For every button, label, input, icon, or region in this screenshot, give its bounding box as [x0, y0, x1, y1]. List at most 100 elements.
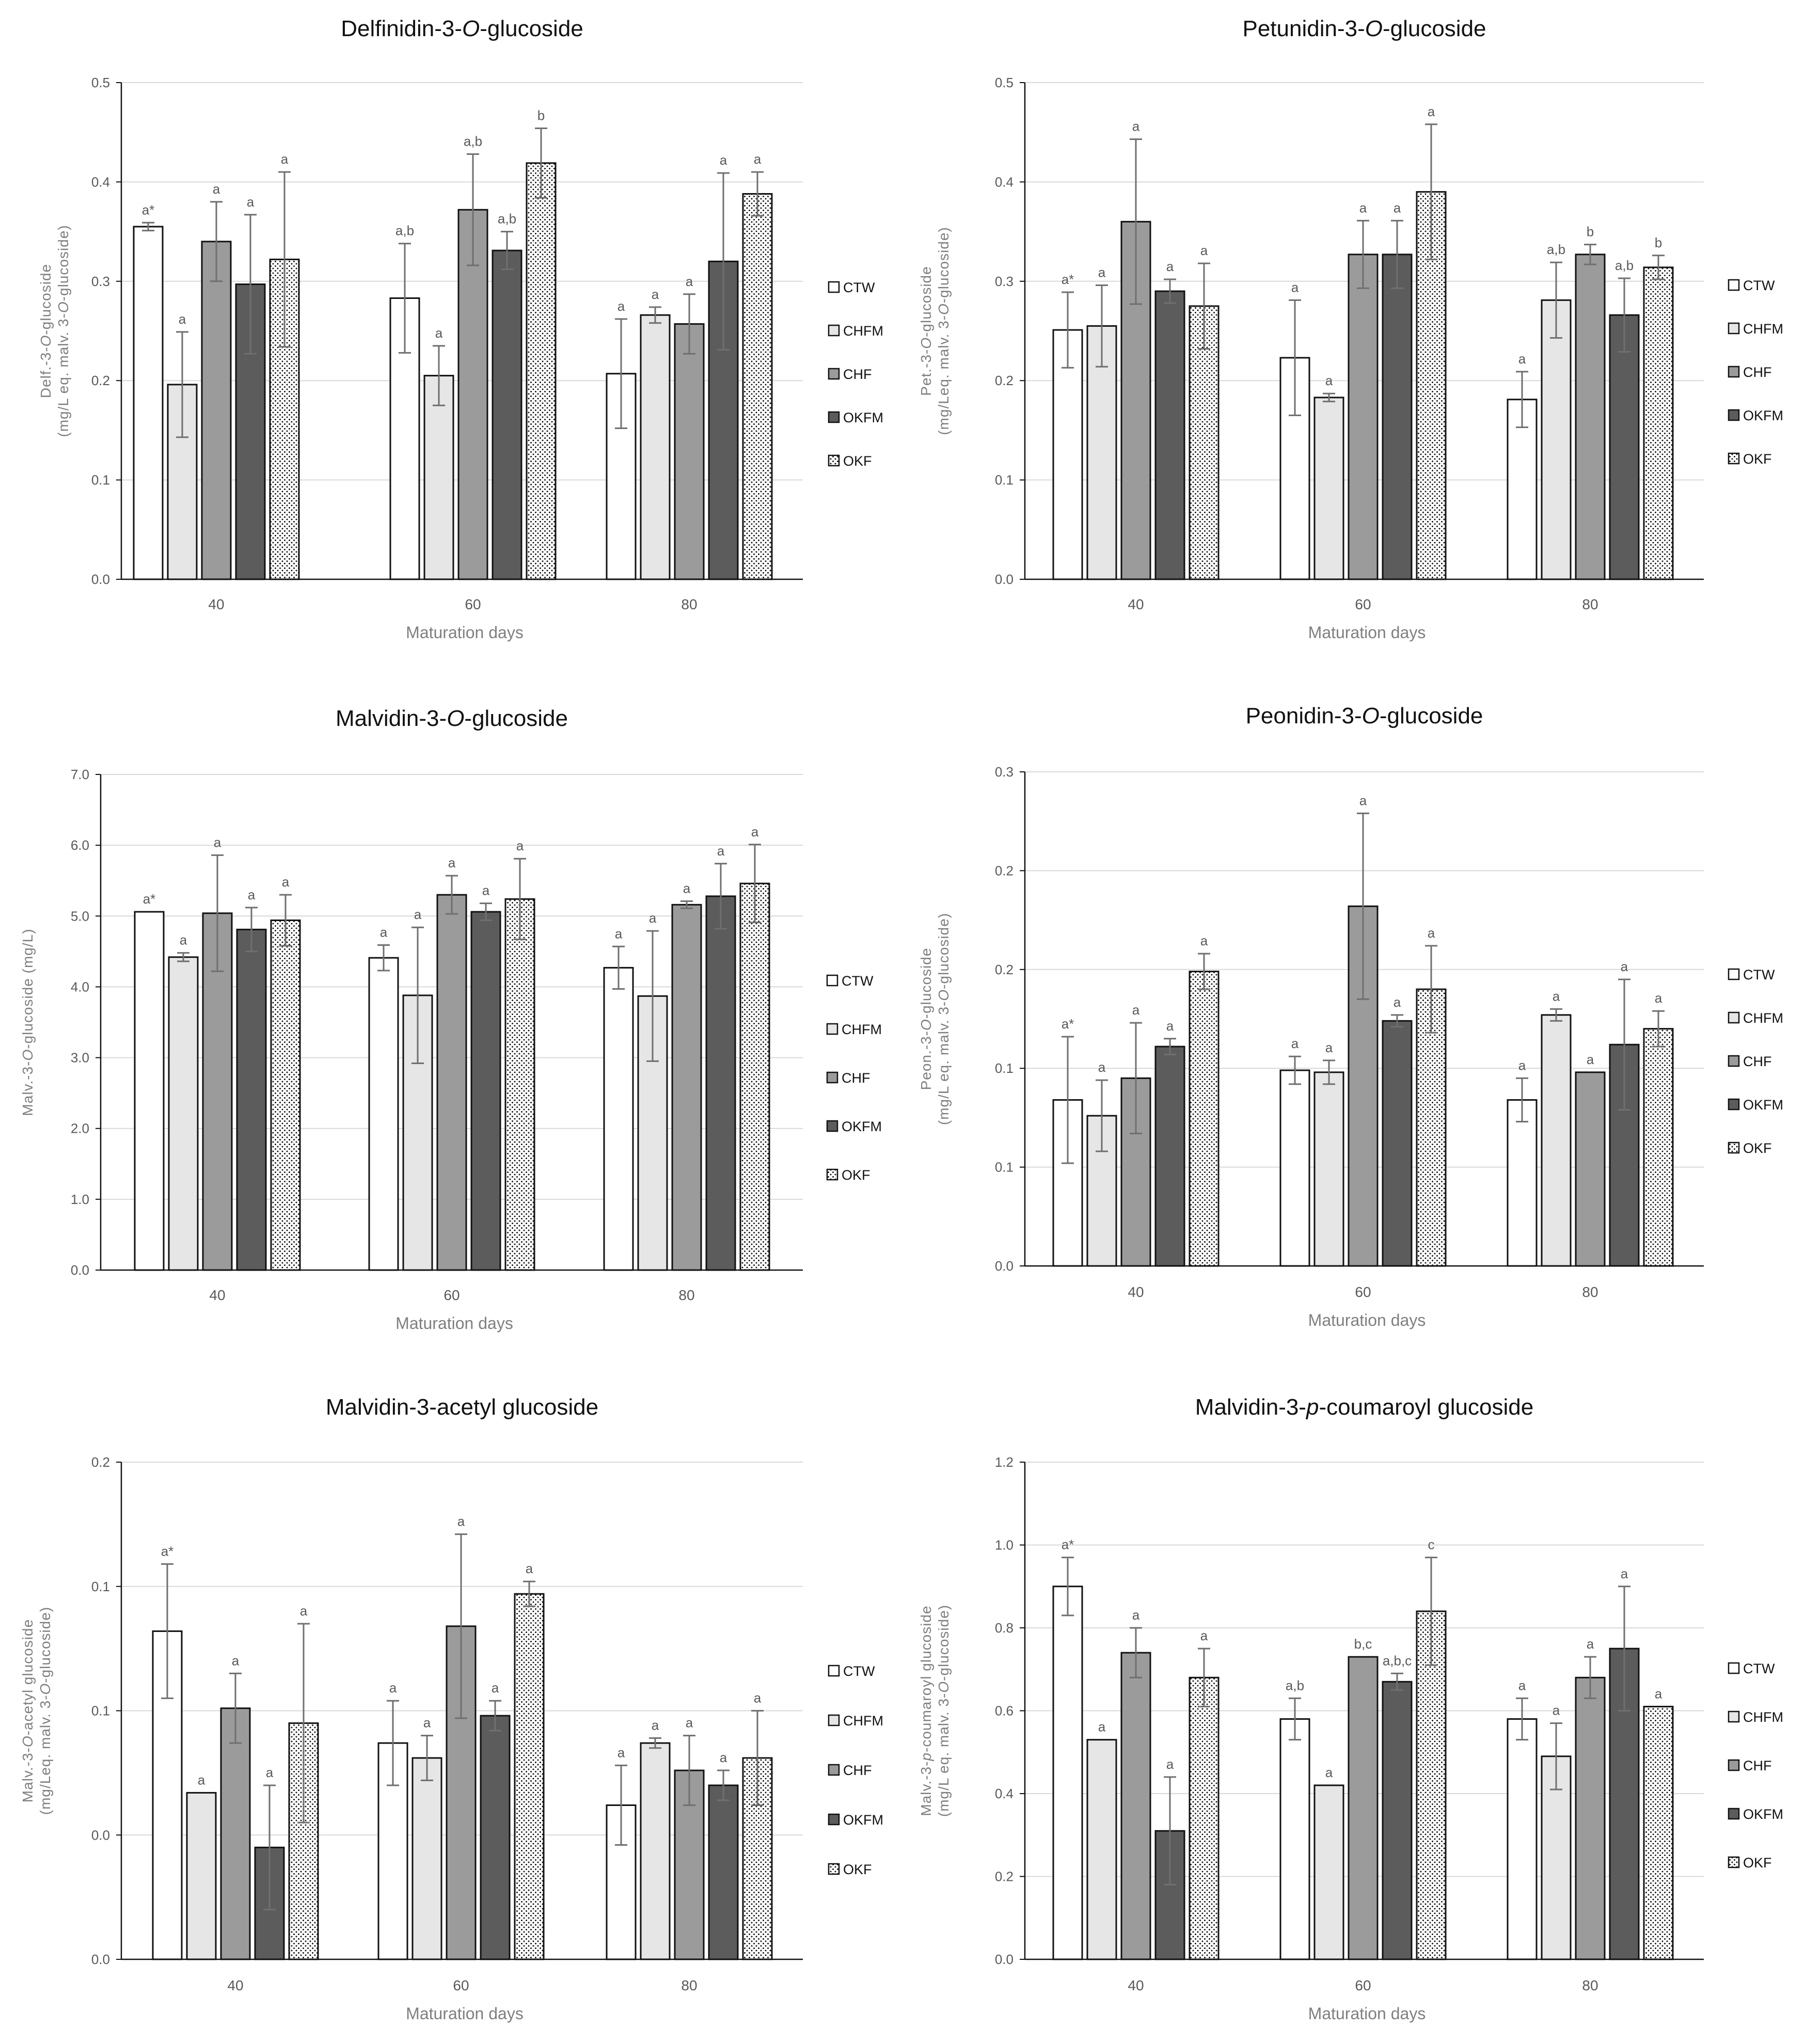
y-tick-label: 0.1 [91, 1579, 110, 1594]
bar-chf-60 [1348, 1656, 1379, 1960]
legend-swatch-ctw [1728, 1662, 1740, 1674]
significance-label: a [1518, 1057, 1526, 1073]
legend-label-ctw: CTW [1743, 967, 1775, 983]
significance-label: a [492, 1680, 499, 1696]
bar-okf-80 [1643, 1705, 1674, 1960]
significance-label: a [414, 907, 422, 922]
legend-swatch-chf [828, 1764, 840, 1776]
significance-label: a [423, 1715, 431, 1731]
legend-swatch-chf [1728, 1055, 1740, 1067]
bar-chf-40 [1120, 1652, 1151, 1960]
y-axis-label: Peon.-3-O-glucoside [918, 948, 934, 1090]
legend-swatch-okfm [826, 1120, 838, 1132]
bar-chf-40 [202, 912, 233, 1271]
bar-chfm-80 [640, 1742, 671, 1960]
significance-label: a [618, 298, 625, 314]
bar-chf-60 [1348, 253, 1379, 580]
bar-chfm-80 [1541, 299, 1572, 580]
significance-label: a [179, 311, 186, 327]
y-tick-label: 4.0 [71, 979, 89, 994]
x-tick-label: 40 [1128, 1284, 1144, 1300]
legend-label-ctw: CTW [843, 280, 875, 295]
x-axis-label: Maturation days [1308, 2004, 1426, 2023]
legend-label-okf: OKF [1743, 1855, 1772, 1871]
significance-label: a [1098, 1059, 1106, 1075]
chart-title: Malvidin-3-O-glucoside [336, 706, 568, 731]
y-tick-label: 0.1 [995, 472, 1014, 488]
significance-label: a [180, 932, 187, 948]
legend-label-chfm: CHFM [1743, 1010, 1783, 1026]
bar-okfm-80 [708, 1784, 739, 1960]
bar-chfm-60 [1313, 1784, 1344, 1960]
bar-ctw-60 [1279, 1069, 1310, 1267]
significance-label: a [281, 151, 289, 167]
x-tick-label: 60 [444, 1287, 460, 1303]
significance-label: a [717, 843, 725, 859]
chart-title: Petunidin-3-O-glucoside [1242, 16, 1486, 41]
x-tick-label: 80 [1582, 1284, 1598, 1300]
y-axis-label: Malv.-3-O-acetyl glucoside [20, 1619, 36, 1802]
bar-ctw-60 [1279, 1718, 1310, 1960]
significance-label: a,b [498, 211, 516, 227]
y-axis-label: (mg/L eq. malv. 3-O-glucoside) [55, 225, 71, 437]
x-tick-label: 60 [453, 1977, 469, 1993]
significance-label: a [1200, 1628, 1208, 1643]
legend-swatch-chfm [828, 324, 840, 337]
legend-swatch-ctw [828, 281, 840, 293]
x-tick-label: 60 [1355, 1284, 1371, 1300]
legend-label-okfm: OKFM [1743, 408, 1783, 423]
x-tick-label: 80 [1582, 1977, 1598, 1993]
y-axis-label: Delf.-3-O-glucoside [38, 264, 54, 398]
chart-1: 0.0 0.1 0.2 0.3 0.4 0.5 Delfinidin-3-O-glucosi… [38, 16, 883, 642]
legend-label-ctw: CTW [1743, 1661, 1775, 1676]
significance-label: b,c [1354, 1636, 1372, 1652]
significance-label: a [1655, 990, 1662, 1006]
significance-label: a [751, 824, 759, 839]
bar-chf-80 [674, 323, 705, 580]
legend-label-ctw: CTW [1743, 278, 1775, 293]
significance-label: a [389, 1680, 397, 1696]
significance-label: a [380, 925, 388, 940]
significance-label: a* [161, 1543, 174, 1559]
legend-swatch-chfm [1728, 1710, 1740, 1723]
bar-chfm-60 [423, 375, 454, 580]
significance-label: a [448, 855, 456, 870]
bar-okfm-80 [705, 895, 736, 1271]
legend-swatch-chf [826, 1071, 838, 1084]
bar-chfm-40 [168, 956, 199, 1271]
legend-label-ctw: CTW [843, 1663, 875, 1679]
legend-label-okf: OKF [1743, 1140, 1772, 1156]
x-tick-label: 80 [1582, 596, 1598, 612]
y-tick-label: 0.6 [995, 1703, 1014, 1719]
bar-chfm-80 [1541, 1014, 1572, 1267]
bar-chf-40 [220, 1707, 251, 1960]
x-axis-label: Maturation days [395, 1314, 513, 1333]
bar-chf-80 [671, 904, 702, 1271]
y-tick-label: 0.0 [995, 572, 1014, 587]
legend-swatch-chfm [1728, 322, 1740, 335]
legend-label-chfm: CHFM [843, 1713, 883, 1729]
bar-chf-80 [1575, 1676, 1606, 1960]
legend-label-okf: OKF [842, 1167, 870, 1183]
significance-label: a [1325, 1765, 1333, 1780]
bar-okf-80 [742, 193, 773, 580]
y-tick-label: 3.0 [71, 1050, 89, 1066]
legend-label-okf: OKF [843, 1862, 872, 1877]
significance-label: a [282, 874, 290, 890]
bar-ctw-40 [133, 226, 164, 580]
bar-chfm-40 [167, 384, 198, 580]
significance-label: a [1200, 933, 1208, 948]
y-tick-label: 0.0 [91, 572, 110, 587]
significance-label: a [1291, 279, 1299, 295]
legend-label-okfm: OKFM [843, 1812, 883, 1828]
bar-okf-80 [1643, 1028, 1674, 1267]
significance-label: a [526, 1561, 533, 1576]
significance-label: a* [1062, 1537, 1074, 1552]
chart-title: Peonidin-3-O-glucoside [1246, 703, 1483, 728]
significance-label: a [1098, 1719, 1106, 1735]
bar-okfm-60 [470, 911, 501, 1271]
chart-4: 0.0 0.1 0.1 0.2 0.2 0.3 Peonidin-3-O-glucoside… [918, 703, 1783, 1329]
bar-okfm-40 [236, 928, 267, 1271]
significance-label: a [686, 274, 693, 289]
significance-label: a [1553, 988, 1560, 1004]
